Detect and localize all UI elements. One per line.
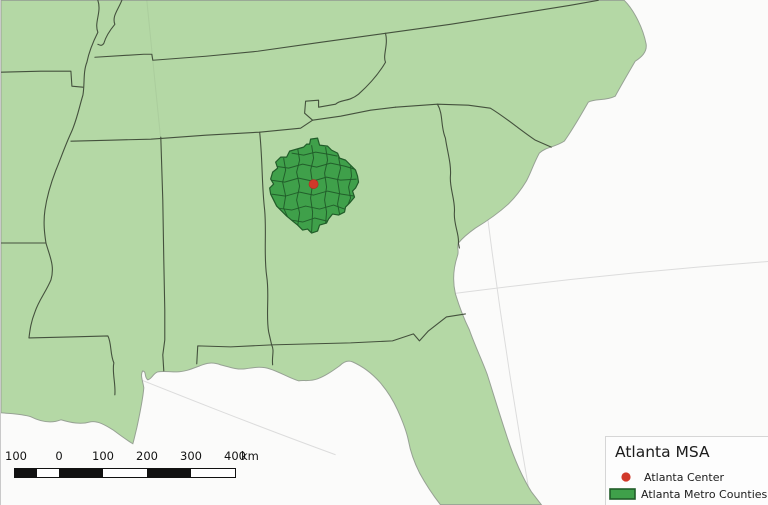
scale-segment [15, 469, 37, 477]
scale-segment [37, 469, 59, 477]
atlanta-center-dot [308, 179, 319, 189]
scale-label-4: 300 [180, 449, 202, 463]
green-county-swatch-icon [609, 488, 636, 500]
scale-segment [59, 469, 103, 477]
scale-bar-track [14, 468, 236, 478]
scale-segment [147, 469, 191, 477]
legend-panel: Atlanta MSA Atlanta Center Atlanta Metro… [605, 436, 768, 505]
graticule-land-line [146, 0, 162, 141]
legend-item-metro-counties: Atlanta Metro Counties [609, 487, 767, 501]
scale-label-3: 200 [136, 449, 158, 463]
scale-label-5: 400 [224, 449, 246, 463]
legend-item-label: Atlanta Metro Counties [641, 487, 768, 501]
scale-label-0: 100 [5, 449, 27, 463]
scale-segment [191, 469, 235, 477]
legend-item-atlanta-center: Atlanta Center [621, 470, 724, 484]
scale-label-1: 0 [55, 449, 63, 463]
scale-unit-label: km [241, 449, 259, 463]
red-dot-icon [621, 472, 631, 482]
scale-bar: 100 0 100 200 300 400 km [1, 447, 281, 487]
state-borders [1, 0, 599, 396]
legend-title: Atlanta MSA [615, 443, 710, 461]
legend-item-label: Atlanta Center [644, 470, 724, 484]
scale-segment [103, 469, 147, 477]
land-mass [1, 0, 647, 505]
scale-label-2: 100 [92, 449, 114, 463]
